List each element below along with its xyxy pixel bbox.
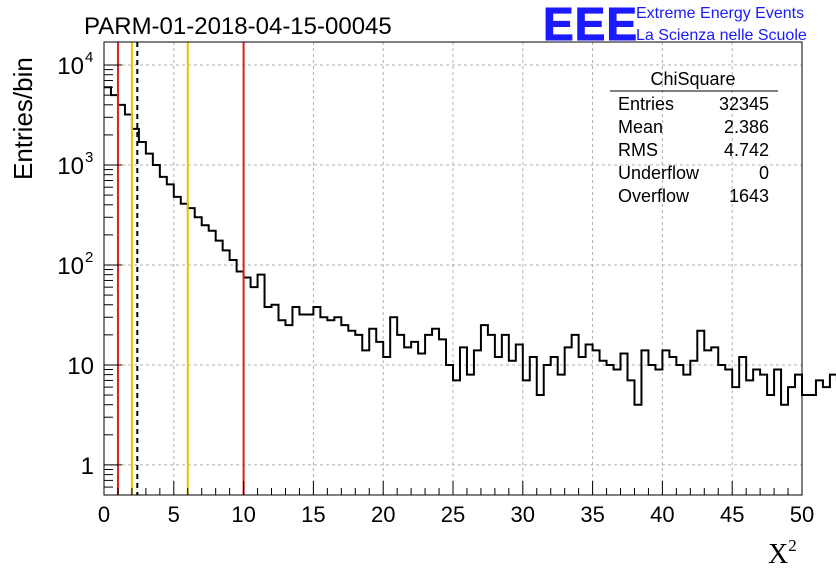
stats-box: ChiSquare Entries 32345 Mean 2.386 RMS 4.742 U… <box>610 69 778 206</box>
x-tick-label: 40 <box>650 502 674 527</box>
y-tick-label: 1 <box>81 453 94 480</box>
y-tick-label-exponent: 2 <box>85 249 93 266</box>
chart-title: PARM-01-2018-04-15-00045 <box>84 13 392 40</box>
stats-label-entries: Entries <box>618 94 674 114</box>
stats-label-underflow: Underflow <box>618 163 700 183</box>
x-tick-label: 30 <box>511 502 535 527</box>
stats-label-overflow: Overflow <box>618 186 690 206</box>
stats-rows: Entries 32345 Mean 2.386 RMS 4.742 Underflow 0 O… <box>618 94 769 206</box>
stats-value-overflow: 1643 <box>729 186 769 206</box>
y-tick-label: 10 <box>67 353 94 380</box>
stats-label-rms: RMS <box>618 140 658 160</box>
axis-ticks <box>103 64 803 496</box>
y-tick-label-exponent: 3 <box>85 149 93 166</box>
x-tick-label: 20 <box>371 502 395 527</box>
stats-value-underflow: 0 <box>759 163 769 183</box>
x-tick-label: 0 <box>98 502 110 527</box>
stats-value-rms: 4.742 <box>724 140 769 160</box>
x-tick-label: 10 <box>231 502 255 527</box>
x-tick-label: 35 <box>580 502 604 527</box>
y-tick-label: 10 <box>57 153 84 180</box>
histogram-line <box>104 86 836 406</box>
x-tick-label: 15 <box>301 502 325 527</box>
stats-value-entries: 32345 <box>719 94 769 114</box>
y-tick-label: 10 <box>57 253 84 280</box>
y-tick-label-exponent: 4 <box>85 49 93 66</box>
stats-title: ChiSquare <box>650 69 735 89</box>
y-axis-label: Entries/bin <box>8 57 38 180</box>
stats-value-mean: 2.386 <box>724 117 769 137</box>
x-axis-label: X2 <box>768 536 797 570</box>
x-tick-labels: 0 5 10 15 20 25 30 35 40 45 50 <box>98 502 814 527</box>
histogram-series <box>104 86 836 406</box>
x-tick-label: 25 <box>441 502 465 527</box>
stats-label-mean: Mean <box>618 117 663 137</box>
grid-lines <box>104 42 802 495</box>
x-tick-label: 5 <box>168 502 180 527</box>
x-tick-label: 50 <box>790 502 814 527</box>
y-tick-label: 10 <box>57 53 84 80</box>
x-tick-label: 45 <box>720 502 744 527</box>
x-axis-label-superscript: 2 <box>788 536 797 555</box>
threshold-lines <box>116 42 245 495</box>
logo-subtitle-line2: La Scienza nelle Scuole <box>636 27 807 44</box>
logo-subtitle-line1: Extreme Energy Events <box>636 5 804 22</box>
